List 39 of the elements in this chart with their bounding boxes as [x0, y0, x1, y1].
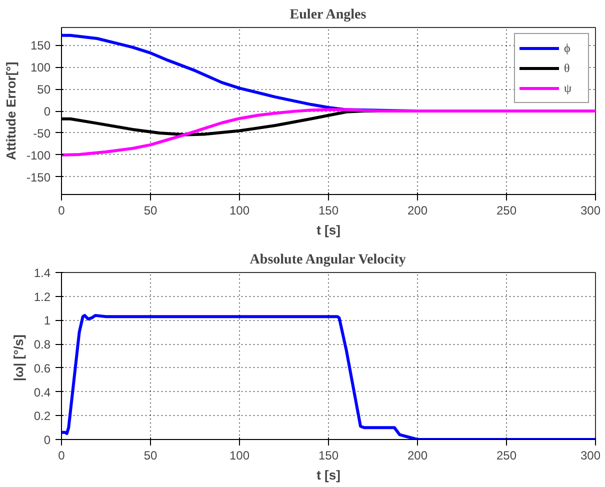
y-tick-label: -100: [26, 148, 51, 162]
x-axis-title: t [s]: [316, 222, 340, 238]
y-tick-label: -150: [26, 170, 51, 184]
line-series: [62, 108, 596, 156]
y-tick-label: -50: [33, 126, 51, 140]
x-tick-label: 150: [318, 448, 339, 462]
x-tick-label: 50: [144, 204, 158, 218]
y-tick-label: 0: [44, 104, 51, 118]
y-axis-title: Attitude Error[°]: [3, 62, 18, 160]
x-tick-label: 300: [580, 448, 601, 462]
y-tick-label: 100: [30, 60, 51, 75]
x-tick-label: 300: [580, 204, 601, 218]
x-tick-label: 250: [496, 448, 517, 462]
x-axis-title: t [s]: [316, 468, 340, 482]
legend-label: ϕ: [564, 40, 572, 56]
x-tick-label: 100: [229, 204, 250, 218]
x-tick-label: 200: [407, 204, 428, 218]
y-tick-label: 0.8: [34, 338, 51, 352]
chart-title: Absolute Angular Velocity: [250, 252, 406, 268]
legend-label: θ: [564, 60, 571, 76]
y-tick-label: 150: [30, 38, 51, 53]
chart-title: Euler Angles: [290, 8, 367, 22]
y-tick-label: 0: [44, 433, 51, 447]
x-tick-label: 200: [407, 448, 428, 462]
y-tick-label: 0.6: [34, 361, 51, 376]
y-tick-label: 50: [37, 82, 51, 97]
x-tick-label: 250: [496, 204, 517, 218]
x-tick-label: 0: [58, 448, 66, 462]
legend-label: ψ: [564, 80, 573, 96]
y-tick-label: 0.2: [34, 409, 51, 424]
x-tick-label: 150: [318, 204, 339, 218]
y-tick-label: 0.4: [34, 385, 51, 400]
y-tick-label: 1.2: [34, 290, 51, 304]
y-tick-label: 1.4: [34, 266, 51, 280]
y-tick-label: 1: [44, 314, 51, 328]
x-tick-label: 50: [144, 448, 158, 462]
y-axis-title: |ω| [°/s]: [10, 334, 26, 382]
x-tick-label: 0: [58, 204, 66, 218]
x-tick-label: 100: [229, 448, 250, 462]
